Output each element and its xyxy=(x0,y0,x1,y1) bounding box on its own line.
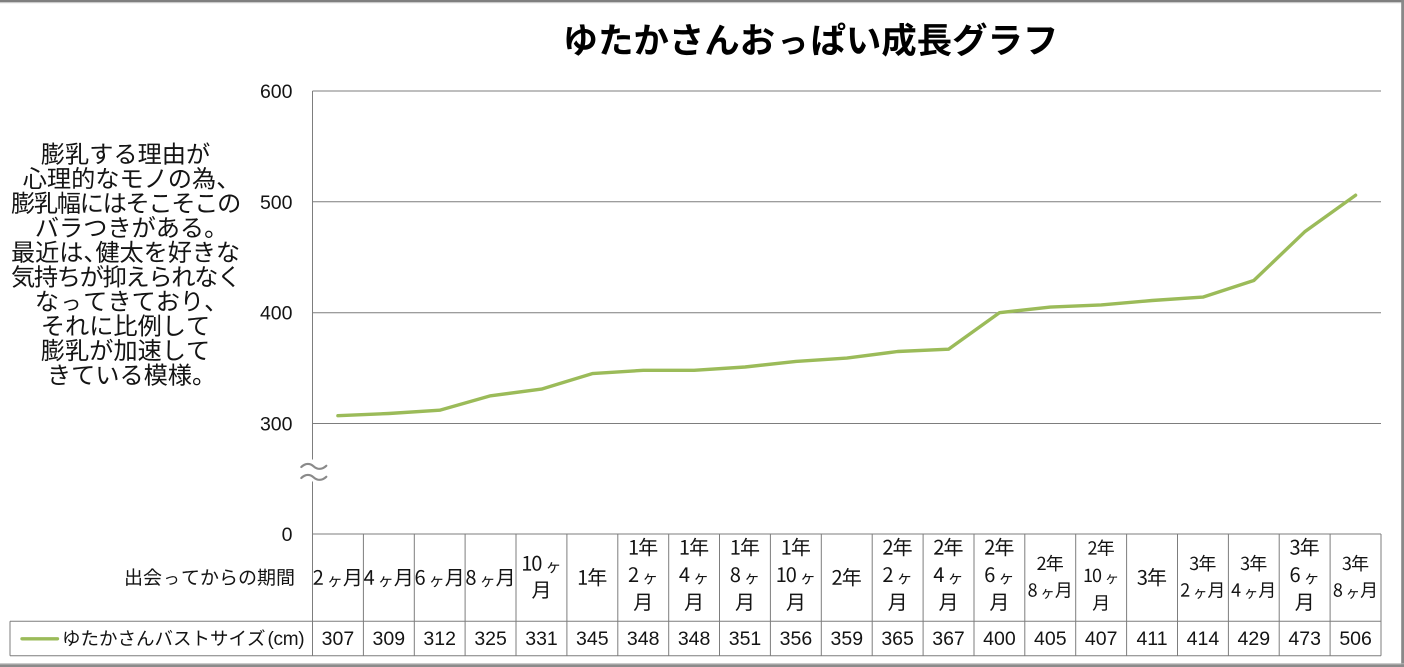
svg-text:0: 0 xyxy=(282,524,293,546)
svg-text:407: 407 xyxy=(1085,628,1118,650)
svg-text:359: 359 xyxy=(831,628,864,650)
svg-text:331: 331 xyxy=(525,628,558,650)
svg-text:312: 312 xyxy=(423,628,456,650)
svg-text:506: 506 xyxy=(1339,628,1372,650)
svg-text:325: 325 xyxy=(474,628,507,650)
svg-text:345: 345 xyxy=(576,628,609,650)
svg-text:411: 411 xyxy=(1136,628,1167,650)
svg-text:307: 307 xyxy=(322,628,355,650)
svg-text:365: 365 xyxy=(881,628,914,650)
svg-text:500: 500 xyxy=(260,192,293,214)
svg-text:348: 348 xyxy=(678,628,711,650)
svg-text:473: 473 xyxy=(1288,628,1321,650)
svg-text:356: 356 xyxy=(780,628,813,650)
svg-text:367: 367 xyxy=(932,628,965,650)
svg-text:405: 405 xyxy=(1034,628,1067,650)
svg-text:300: 300 xyxy=(260,414,293,436)
svg-text:600: 600 xyxy=(260,81,293,103)
svg-text:414: 414 xyxy=(1187,628,1220,650)
svg-text:(cm): (cm) xyxy=(268,629,305,650)
svg-text:348: 348 xyxy=(627,628,660,650)
svg-text:400: 400 xyxy=(983,628,1016,650)
svg-text:400: 400 xyxy=(260,303,293,325)
svg-text:351: 351 xyxy=(729,628,762,650)
svg-text:309: 309 xyxy=(373,628,406,650)
svg-text:429: 429 xyxy=(1238,628,1271,650)
